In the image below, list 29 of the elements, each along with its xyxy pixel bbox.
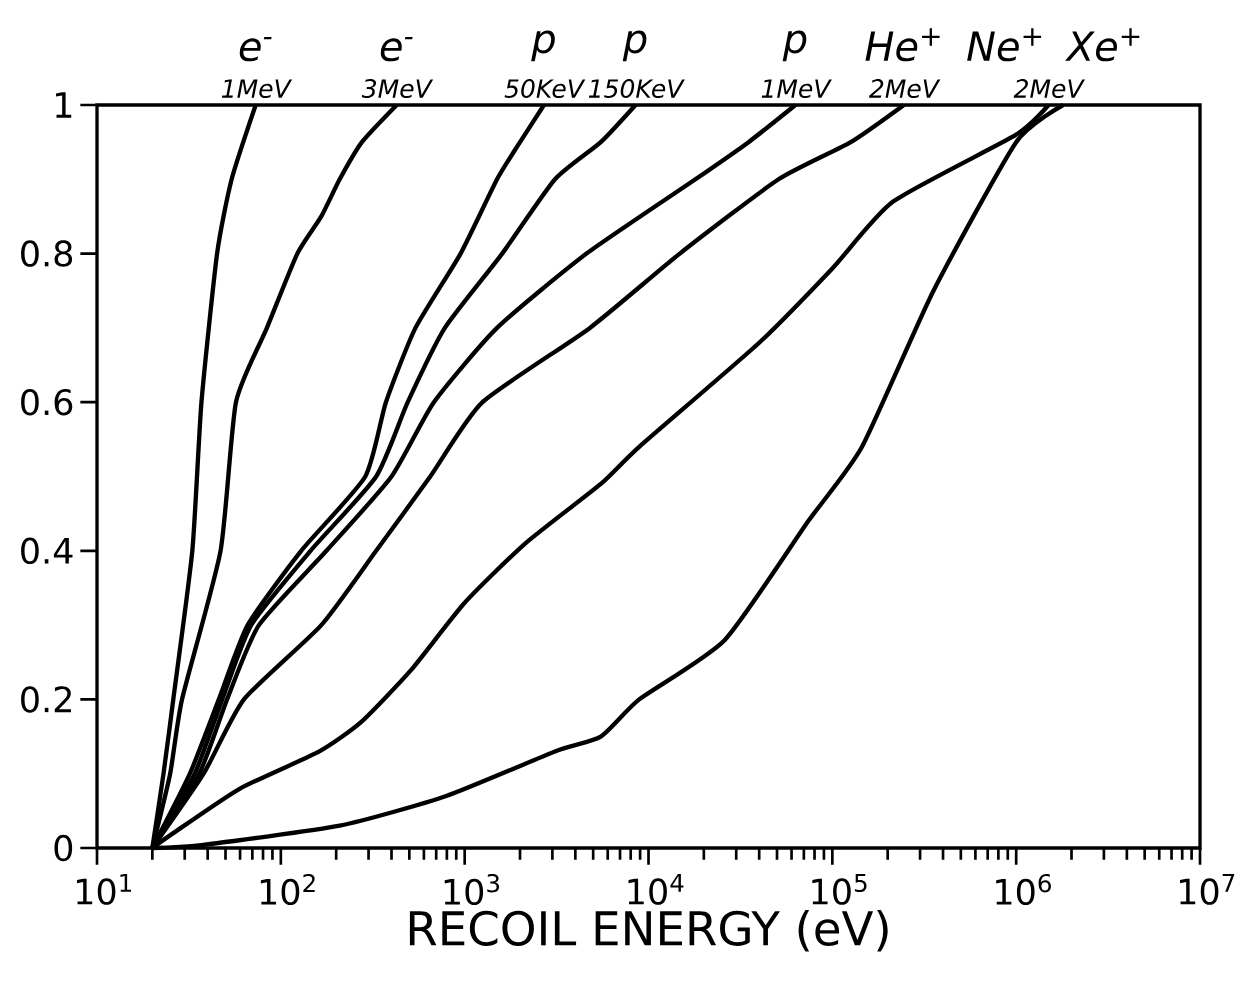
annotation: 3MeV — [361, 79, 434, 99]
y-tick-label: 0.4 — [21, 537, 73, 565]
annotation: 2MeV — [869, 79, 941, 99]
annotation: 1MeV — [221, 79, 293, 99]
y-tick-label: 0.2 — [21, 686, 71, 713]
annotation: p — [622, 30, 647, 62]
x-tick-label: 10$^{2}$ — [260, 873, 315, 906]
x-tick-label: 10$^{1}$ — [77, 873, 132, 905]
x-axis-title: RECOIL ENERGY (eV) — [409, 909, 888, 952]
x-tick-label: 10$^{7}$ — [1180, 873, 1235, 905]
annotation: 1MeV — [761, 79, 832, 99]
x-tick-label: 10$^{6}$ — [996, 873, 1051, 906]
annotation: e$^{-}$ — [239, 36, 272, 62]
annotation: p — [782, 30, 807, 62]
annotation: Ne$^{+}$ — [967, 28, 1042, 62]
annotation: p — [531, 30, 555, 62]
annotation: 150KeV — [588, 79, 685, 99]
annotation: 50KeV — [504, 79, 586, 99]
y-tick-label: 0.8 — [21, 240, 73, 267]
y-tick-label: 0 — [54, 834, 73, 862]
annotation: e$^{-}$ — [380, 36, 413, 62]
x-tick-label: 10$^{4}$ — [628, 873, 684, 905]
y-tick-label: 1 — [56, 92, 72, 118]
x-tick-label: 10$^{5}$ — [812, 873, 867, 905]
annotation: 2MeV — [1013, 79, 1085, 99]
annotation: Xe$^{+}$ — [1065, 28, 1140, 62]
y-tick-label: 0.6 — [21, 388, 73, 416]
x-tick-label: 10$^{3}$ — [444, 873, 500, 906]
annotation: He$^{+}$ — [865, 28, 940, 62]
